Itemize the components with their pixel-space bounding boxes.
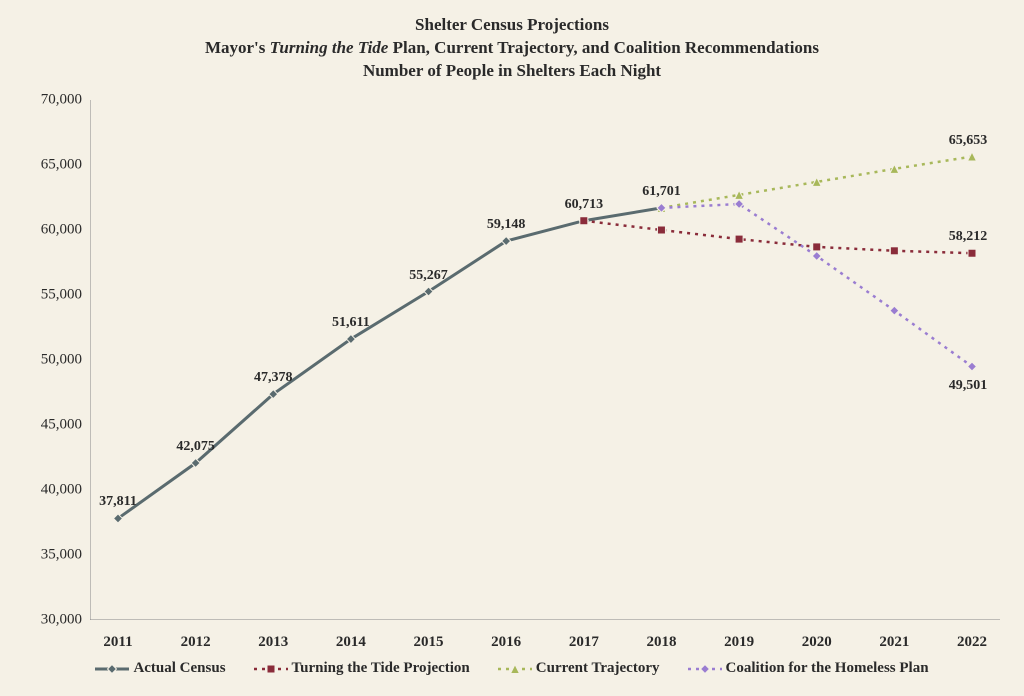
legend-label: Turning the Tide Projection: [292, 660, 470, 677]
x-tick-label: 2012: [181, 634, 211, 651]
series-coalition-marker: [812, 252, 821, 261]
data-point-label: 59,148: [487, 217, 526, 233]
x-tick-label: 2011: [103, 634, 132, 651]
data-point-label: 49,501: [949, 378, 988, 394]
chart-container: Shelter Census Projections Mayor's Turni…: [0, 0, 1024, 696]
title-line-2: Mayor's Turning the Tide Plan, Current T…: [0, 37, 1024, 60]
legend-item: Coalition for the Homeless Plan: [688, 660, 929, 677]
series-actual-line: [118, 208, 661, 519]
title-line-2-post: Plan, Current Trajectory, and Coalition …: [388, 38, 819, 57]
series-coalition-marker: [968, 362, 977, 371]
legend-item: Current Trajectory: [498, 660, 660, 677]
legend-label: Current Trajectory: [536, 660, 660, 677]
series-tide-line: [584, 221, 972, 254]
series-tide-marker: [580, 217, 588, 225]
title-line-3: Number of People in Shelters Each Night: [0, 60, 1024, 83]
series-tide-marker: [813, 243, 821, 251]
y-tick-label: 45,000: [41, 417, 82, 434]
title-line-1: Shelter Census Projections: [0, 14, 1024, 37]
series-tide-marker: [890, 247, 898, 255]
legend-item: Turning the Tide Projection: [254, 660, 470, 677]
legend-swatch: [254, 661, 288, 677]
series-tide-marker: [968, 249, 976, 257]
y-tick-label: 30,000: [41, 612, 82, 629]
y-tick-label: 35,000: [41, 547, 82, 564]
data-point-label: 61,701: [642, 184, 681, 200]
x-tick-label: 2014: [336, 634, 366, 651]
x-tick-label: 2022: [957, 634, 987, 651]
data-point-label: 65,653: [949, 133, 988, 149]
x-tick-label: 2020: [802, 634, 832, 651]
title-line-2-pre: Mayor's: [205, 38, 270, 57]
y-tick-label: 60,000: [41, 222, 82, 239]
series-tide-marker: [735, 235, 743, 243]
legend-swatch: [688, 661, 722, 677]
data-point-label: 47,378: [254, 370, 293, 386]
chart-title: Shelter Census Projections Mayor's Turni…: [0, 0, 1024, 83]
x-tick-label: 2015: [414, 634, 444, 651]
y-tick-label: 50,000: [41, 352, 82, 369]
legend-item: Actual Census: [95, 660, 225, 677]
legend-label: Coalition for the Homeless Plan: [726, 660, 929, 677]
series-coalition-line: [661, 204, 972, 366]
x-tick-label: 2019: [724, 634, 754, 651]
data-point-label: 55,267: [409, 268, 448, 284]
x-tick-label: 2017: [569, 634, 599, 651]
plot-area: [90, 100, 1000, 620]
x-tick-label: 2021: [879, 634, 909, 651]
legend-swatch: [498, 661, 532, 677]
x-tick-label: 2013: [258, 634, 288, 651]
series-coalition-marker: [890, 306, 899, 315]
y-tick-label: 70,000: [41, 92, 82, 109]
x-tick-label: 2018: [646, 634, 676, 651]
data-point-label: 58,212: [949, 229, 988, 245]
data-point-label: 42,075: [176, 439, 215, 455]
data-point-label: 60,713: [565, 197, 604, 213]
y-tick-label: 65,000: [41, 157, 82, 174]
data-point-label: 51,611: [332, 315, 370, 331]
series-tide-marker: [657, 226, 665, 234]
legend: Actual Census Turning the Tide Projection…: [0, 660, 1024, 677]
title-line-2-italic: Turning the Tide: [270, 38, 389, 57]
x-tick-label: 2016: [491, 634, 521, 651]
legend-swatch: [95, 661, 129, 677]
data-point-label: 37,811: [99, 494, 137, 510]
legend-label: Actual Census: [133, 660, 225, 677]
y-tick-label: 55,000: [41, 287, 82, 304]
y-tick-label: 40,000: [41, 482, 82, 499]
series-trajectory-marker: [968, 152, 977, 161]
